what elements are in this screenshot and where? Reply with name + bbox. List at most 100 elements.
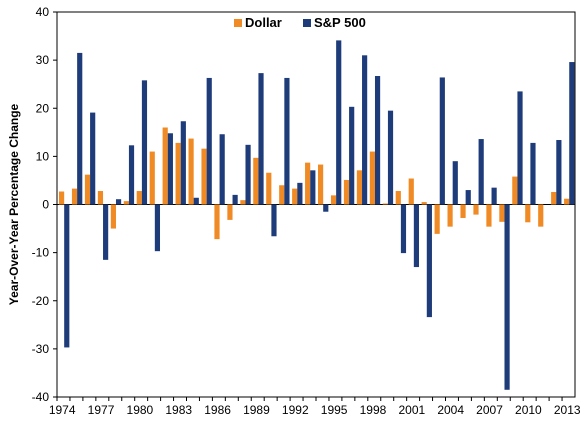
bar-dollar-2006 [473,204,479,215]
bar-dollar-1997 [356,170,363,205]
bar-sp500-1980 [141,80,148,205]
bar-sp500-1990 [271,204,277,237]
bar-dollar-1993 [305,162,311,205]
x-tick-label: 2007 [476,403,503,417]
x-tick-label: 2010 [515,403,542,417]
bar-dollar-1975 [71,188,78,205]
bar-sp500-1985 [206,77,212,205]
x-axis-ticks: 1974 1977 1980 1983 1986 1989 1992 1995 1998 2001… [49,397,581,417]
bar-sp500-2013 [569,62,575,205]
bar-dollar-2005 [460,204,466,218]
x-tick-label: 1977 [88,403,115,417]
x-tick-label: 1980 [127,403,154,417]
bar-sp500-2004 [452,161,458,205]
bar-dollar-1983 [175,142,181,205]
y-tick-label: -10 [32,246,50,260]
y-tick-label: 0 [42,198,49,212]
bar-sp500-1993 [310,170,316,205]
legend-label-sp500: S&P 500 [314,15,366,30]
bar-sp500-1996 [349,106,355,205]
bar-dollar-1999 [382,203,388,205]
bar-dollar-1982 [162,127,168,205]
y-tick-label: 30 [36,53,50,67]
bar-sp500-1975 [77,52,83,205]
y-tick-label: 20 [36,101,50,115]
bar-sp500-1998 [374,76,381,205]
y-axis-title: Year-Over-Year Percentage Change [7,103,21,305]
bar-dollar-1998 [369,151,375,205]
bar-sp500-1983 [180,121,186,205]
bar-dollar-1995 [330,195,337,205]
bar-sp500-1982 [167,133,173,205]
bar-dollar-2007 [486,204,492,227]
bar-sp500-1997 [362,55,368,205]
y-axis-ticks: -40 -30 -20 -10 0 10 20 30 40 [32,5,57,404]
bar-dollar-2012 [551,191,557,205]
bar-dollar-1988 [240,200,246,205]
bar-dollar-1985 [201,148,207,205]
x-tick-label: 1983 [165,403,192,417]
bar-dollar-1979 [123,201,129,205]
bar-sp500-1995 [336,40,342,205]
legend-swatch-dollar [234,19,242,27]
x-tick-label: 2013 [554,403,581,417]
bar-sp500-1986 [219,134,225,205]
y-tick-label: -20 [32,294,50,308]
bar-dollar-2002 [421,202,427,205]
y-tick-label: -30 [32,342,50,356]
bar-dollar-1992 [292,188,298,205]
bar-sp500-1976 [90,112,96,205]
x-tick-label: 1974 [49,403,76,417]
y-tick-label: 10 [36,149,50,163]
bar-dollar-1994 [318,164,324,205]
bar-dollar-2008 [499,204,505,222]
bar-sp500-1974 [64,204,70,348]
bar-dollar-1977 [97,191,104,205]
x-tick-label: 1998 [360,403,387,417]
bar-sp500-1989 [258,73,264,205]
bar-dollar-2001 [408,178,414,205]
bar-dollar-1976 [84,174,91,205]
bar-dollar-1991 [279,185,285,205]
y-tick-label: 40 [36,5,50,19]
bar-sp500-1992 [297,182,303,205]
bar-sp500-1988 [245,144,251,205]
legend: Dollar S&P 500 [234,15,366,30]
bar-dollar-2000 [395,191,401,205]
bar-dollar-1984 [188,138,194,205]
bar-dollar-1989 [253,157,259,205]
bar-dollar-2009 [512,176,518,205]
bars-group [59,40,575,390]
bar-sp500-2001 [413,204,420,268]
bar-dollar-2004 [447,204,453,227]
bar-dollar-1978 [110,204,116,229]
bar-sp500-2008 [504,204,510,390]
bar-sp500-2005 [465,190,471,205]
bar-sp500-1991 [284,77,290,205]
bar-dollar-1974 [59,191,65,205]
x-tick-label: 1989 [243,403,270,417]
bar-sp500-2007 [491,187,497,205]
bar-dollar-1990 [266,172,272,205]
bar-sp500-2002 [426,204,432,318]
bar-dollar-2013 [564,198,570,205]
bar-sp500-1987 [232,194,238,205]
bar-sp500-2000 [400,204,407,254]
bar-sp500-1999 [387,110,394,205]
bar-sp500-2003 [439,77,445,205]
bar-sp500-2009 [517,91,523,205]
legend-label-dollar: Dollar [245,15,282,30]
bar-sp500-2006 [478,139,484,205]
x-tick-label: 1986 [204,403,231,417]
bar-sp500-1978 [115,199,122,205]
bar-dollar-2003 [434,204,440,234]
bar-sp500-1977 [103,204,109,260]
x-tick-label: 1995 [321,403,348,417]
bar-sp500-1979 [128,145,135,205]
x-tick-label: 2001 [398,403,425,417]
bar-dollar-1980 [136,191,142,205]
bar-dollar-2010 [525,204,531,223]
bar-sp500-2012 [556,140,562,205]
bar-dollar-1996 [343,179,350,205]
